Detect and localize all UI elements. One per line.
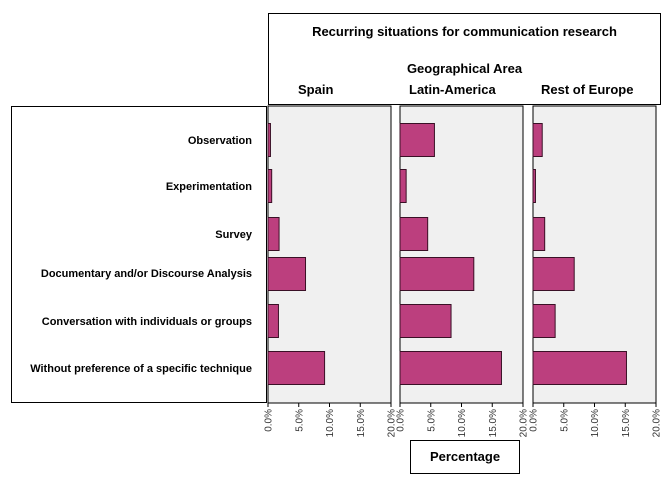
bar — [399, 123, 435, 157]
x-axis-label: Percentage — [429, 449, 501, 464]
x-tick-label: 0.0% — [264, 409, 275, 432]
bar — [267, 304, 279, 338]
x-tick-label: 20.0% — [387, 409, 398, 437]
bar — [267, 257, 307, 291]
category-label: Conversation with individuals or groups — [41, 316, 252, 328]
bar — [267, 351, 326, 385]
bar — [532, 304, 556, 338]
bar — [267, 169, 273, 203]
category-label-box: Observation Experimentation Survey Docum… — [11, 106, 267, 403]
x-axis-label-box: Percentage — [410, 440, 520, 474]
bar — [399, 304, 452, 338]
bar — [399, 169, 407, 203]
bar — [532, 123, 543, 157]
panel-label-rest-of-europe: Rest of Europe — [541, 82, 634, 97]
x-tick-label: 15.0% — [621, 409, 632, 437]
chart-title: Recurring situations for communication r… — [312, 24, 617, 39]
bar — [532, 169, 536, 203]
x-tick-label: 5.0% — [559, 409, 570, 432]
bar — [267, 123, 271, 157]
x-tick-label: 10.0% — [590, 409, 601, 437]
bar — [532, 351, 627, 385]
bar — [532, 217, 546, 251]
bar — [399, 351, 502, 385]
category-label: Survey — [215, 229, 252, 241]
x-tick-label: 20.0% — [519, 409, 530, 437]
category-label: Observation — [187, 135, 252, 147]
x-tick-label: 20.0% — [652, 409, 663, 437]
bar — [399, 257, 475, 291]
x-tick-label: 10.0% — [325, 409, 336, 437]
panel-label-latin-america: Latin-America — [409, 82, 496, 97]
x-tick-label: 0.0% — [396, 409, 407, 432]
x-tick-label: 5.0% — [294, 409, 305, 432]
bar — [267, 217, 280, 251]
bar — [532, 257, 575, 291]
panel-background — [267, 105, 392, 404]
x-tick-label: 15.0% — [356, 409, 367, 437]
x-tick-label: 5.0% — [426, 409, 437, 432]
chart-header-box: Recurring situations for communication r… — [268, 13, 661, 105]
facet-title: Geographical Area — [406, 61, 523, 76]
x-tick-label: 10.0% — [457, 409, 468, 437]
x-tick-label: 0.0% — [529, 409, 540, 432]
category-label: Documentary and/or Discourse Analysis — [40, 268, 252, 280]
panel-label-spain: Spain — [298, 82, 334, 97]
category-label: Without preference of a specific techniq… — [30, 363, 252, 375]
x-tick-label: 15.0% — [488, 409, 499, 437]
category-label: Experimentation — [165, 181, 252, 193]
bar — [399, 217, 429, 251]
